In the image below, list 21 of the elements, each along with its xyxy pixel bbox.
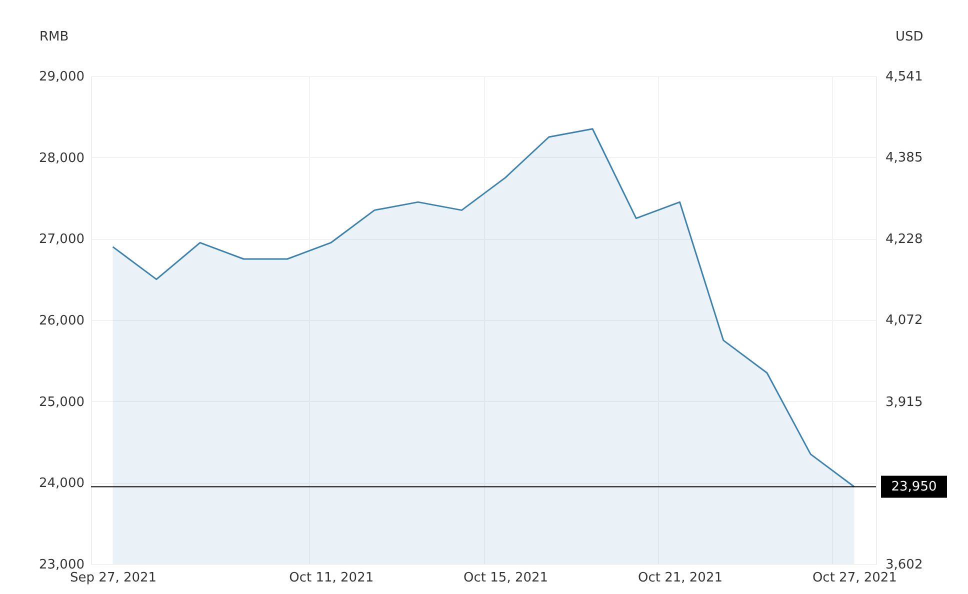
y2-tick-label: 4,541 bbox=[886, 70, 923, 84]
y-tick-label: 24,000 bbox=[39, 476, 84, 492]
y-tick-label: 26,000 bbox=[39, 314, 84, 328]
x-tick-label: Sep 27, 2021 bbox=[70, 570, 157, 586]
x-tick-label: Oct 21, 2021 bbox=[638, 570, 722, 586]
x-tick-label: Oct 27, 2021 bbox=[812, 570, 897, 586]
y2-tick-label: 4,385 bbox=[886, 150, 923, 166]
y-axis-title: RMB bbox=[40, 30, 69, 44]
y-tick-label: 29,000 bbox=[39, 70, 84, 84]
y2-tick-label: 4,072 bbox=[886, 313, 923, 328]
y2-tick-label: 3,915 bbox=[886, 394, 923, 410]
y-tick-label: 28,000 bbox=[39, 150, 84, 166]
y-tick-label: 25,000 bbox=[39, 394, 84, 410]
ref-line-label: 23,950 bbox=[891, 480, 937, 495]
x-tick-label: Oct 15, 2021 bbox=[464, 570, 548, 586]
y-tick-label: 27,000 bbox=[39, 232, 84, 248]
y2-tick-label: 4,228 bbox=[886, 232, 923, 248]
y2-tick-label: 3,602 bbox=[886, 558, 923, 572]
y-tick-label: 23,000 bbox=[39, 558, 84, 572]
x-tick-label: Oct 11, 2021 bbox=[289, 570, 374, 586]
y2-axis-title: USD bbox=[896, 30, 924, 44]
